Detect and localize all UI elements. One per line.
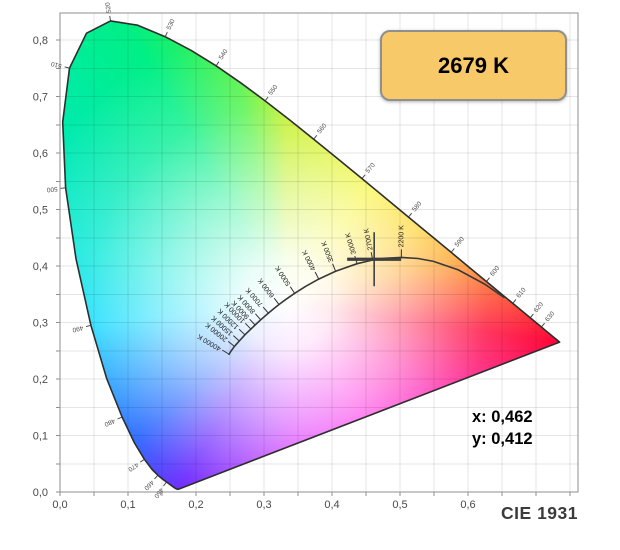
wavelength-label: 620 bbox=[533, 301, 546, 314]
x-axis-tick-label: 0,2 bbox=[188, 499, 203, 511]
y-axis-tick-label: 0,4 bbox=[33, 261, 48, 273]
cct-badge-label: 2679 K bbox=[438, 52, 509, 78]
wavelength-label: 540 bbox=[218, 48, 230, 61]
y-axis-tick-label: 0,3 bbox=[33, 318, 48, 330]
wavelength-label: 560 bbox=[316, 122, 328, 135]
wavelength-label: 610 bbox=[515, 286, 528, 299]
y-axis-tick-label: 0,5 bbox=[33, 205, 48, 217]
y-axis-tick-label: 0,1 bbox=[33, 431, 48, 443]
wavelength-label: 630 bbox=[544, 310, 557, 323]
wavelength-label: 470 bbox=[126, 461, 139, 473]
wavelength-label: 520 bbox=[104, 1, 113, 13]
wavelength-label: 490 bbox=[71, 324, 84, 334]
y-axis-tick-label: 0,7 bbox=[33, 92, 48, 104]
readout-y-value: y: 0,412 bbox=[472, 430, 533, 448]
wavelength-label: 500 bbox=[46, 185, 58, 193]
wavelength-label: 580 bbox=[411, 200, 424, 213]
readout-x-value: x: 0,462 bbox=[472, 408, 533, 426]
y-axis-tick-label: 0,6 bbox=[33, 148, 48, 160]
chart-title: CIE 1931 bbox=[501, 503, 578, 523]
wavelength-label: 510 bbox=[50, 60, 63, 70]
x-axis-tick-label: 0,0 bbox=[52, 499, 67, 511]
wavelength-label: 550 bbox=[267, 84, 279, 97]
x-axis-tick-label: 0,3 bbox=[256, 499, 271, 511]
wavelength-label: 450 bbox=[152, 486, 164, 499]
wavelength-label: 570 bbox=[365, 162, 378, 175]
wavelength-label: 600 bbox=[489, 265, 502, 278]
y-axis-tick-label: 0,2 bbox=[33, 374, 48, 386]
cct-badge: 2679 K bbox=[380, 30, 567, 101]
wavelength-label: 460 bbox=[142, 479, 155, 492]
y-axis-tick-label: 0,0 bbox=[33, 487, 48, 499]
y-axis-tick-label: 0,8 bbox=[33, 35, 48, 47]
xy-readout: x: 0,462 y: 0,412 bbox=[472, 406, 592, 450]
wavelength-label: 590 bbox=[454, 235, 467, 248]
x-axis-tick-label: 0,1 bbox=[120, 499, 135, 511]
wavelength-label: 480 bbox=[103, 417, 116, 428]
wavelength-label: 530 bbox=[166, 18, 177, 31]
